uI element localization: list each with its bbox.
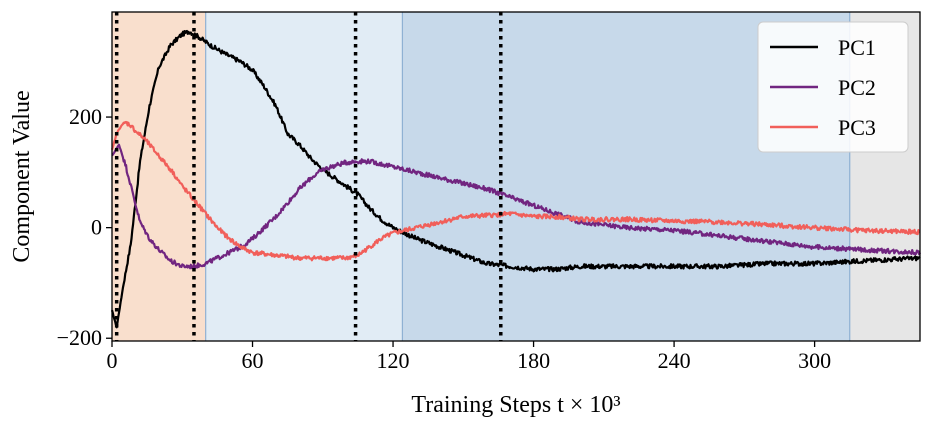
legend-label-pc1: PC1 (838, 35, 876, 60)
y-tick-label: −200 (57, 325, 102, 350)
legend-box (757, 21, 909, 153)
series-lines (110, 29, 922, 329)
series-line-pc1 (110, 29, 921, 329)
phase-region-1 (112, 12, 206, 341)
x-axis-ticks: 0 60 120 180 240 300 (107, 341, 831, 373)
x-tick-label: 240 (658, 348, 691, 373)
y-axis-label: Component Value (9, 90, 35, 262)
series-line-pc2 (111, 143, 922, 270)
legend-label-pc3: PC3 (838, 115, 876, 140)
y-tick-label: 200 (69, 104, 102, 129)
plot-frame (111, 11, 921, 342)
x-tick-label: 60 (242, 348, 264, 373)
legend-label-pc2: PC2 (838, 75, 876, 100)
series-line-pc3 (110, 120, 921, 262)
y-axis-ticks: −200 0 200 (57, 104, 112, 350)
phase-region-2 (205, 12, 403, 341)
x-tick-label: 120 (377, 348, 410, 373)
x-axis-label: Training Steps t × 10³ (411, 392, 620, 418)
legend: PC1 PC2 PC3 (757, 21, 909, 153)
y-tick-label: 0 (91, 215, 102, 240)
vertical-markers (114, 12, 503, 341)
x-tick-label: 300 (798, 348, 831, 373)
x-tick-label: 0 (107, 348, 118, 373)
x-tick-label: 180 (517, 348, 550, 373)
